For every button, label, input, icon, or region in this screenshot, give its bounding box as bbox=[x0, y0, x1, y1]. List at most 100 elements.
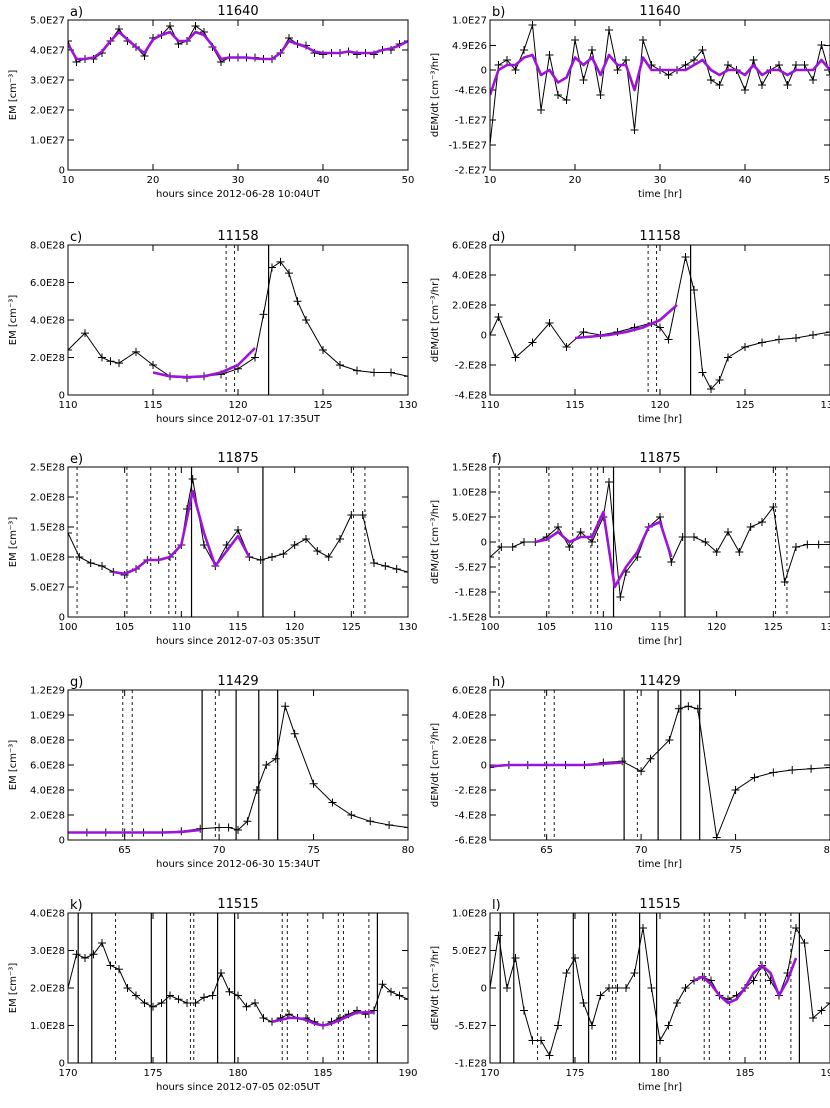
series-group bbox=[68, 475, 408, 579]
chart-title: 11875 bbox=[639, 451, 680, 466]
data-point bbox=[667, 558, 676, 566]
data-point bbox=[494, 61, 503, 69]
data-point bbox=[803, 540, 812, 549]
data-point bbox=[554, 1021, 562, 1030]
panel-label: h) bbox=[492, 675, 505, 690]
data-point bbox=[605, 984, 613, 992]
data-point bbox=[259, 1014, 268, 1022]
x-tick-label: 130 bbox=[820, 622, 830, 633]
data-point bbox=[630, 126, 639, 134]
x-axis-label: hours since 2012-07-01 17:35UT bbox=[156, 414, 321, 425]
data-point bbox=[817, 41, 826, 49]
plot-frame bbox=[67, 244, 409, 396]
data-point bbox=[404, 823, 408, 832]
y-tick-label: -1.5E28 bbox=[448, 613, 487, 624]
data-point bbox=[701, 538, 710, 546]
data-point bbox=[545, 319, 554, 327]
panel-label: d) bbox=[492, 230, 505, 245]
data-point bbox=[166, 991, 174, 1000]
data-point bbox=[290, 541, 299, 549]
data-point bbox=[528, 338, 537, 347]
data-point bbox=[673, 999, 681, 1007]
x-tick-label: 40 bbox=[317, 175, 330, 186]
data-point bbox=[800, 61, 809, 69]
y-tick-label: 1.5E28 bbox=[30, 523, 65, 534]
x-tick-label: 50 bbox=[402, 175, 415, 186]
data-point bbox=[715, 81, 724, 89]
data-point bbox=[537, 106, 545, 114]
fit-curve bbox=[490, 53, 830, 96]
data-point bbox=[511, 66, 520, 74]
x-tick-label: 125 bbox=[735, 400, 754, 411]
data-point bbox=[395, 991, 404, 1000]
data-point bbox=[503, 984, 511, 992]
data-point bbox=[243, 817, 252, 826]
y-axis-label: dEM/dt [cm⁻³/hr] bbox=[430, 500, 441, 584]
y-tick-label: 2.0E28 bbox=[452, 301, 487, 312]
y-tick-label: 0 bbox=[481, 538, 487, 549]
x-tick-label: 50 bbox=[824, 175, 830, 186]
data-point bbox=[746, 523, 755, 531]
x-tick-label: 180 bbox=[650, 1068, 669, 1079]
x-tick-label: 70 bbox=[213, 845, 226, 856]
data-point bbox=[115, 965, 123, 974]
y-tick-label: -4.E26 bbox=[455, 86, 487, 97]
panel-label: f) bbox=[492, 452, 502, 467]
x-tick-label: 65 bbox=[540, 845, 553, 856]
data-point bbox=[826, 328, 830, 336]
data-point bbox=[353, 366, 361, 375]
y-tick-label: 1.0E27 bbox=[30, 136, 65, 147]
data-point bbox=[302, 316, 310, 324]
chart-title: 11515 bbox=[217, 897, 258, 912]
data-point bbox=[579, 76, 588, 84]
data-point bbox=[741, 343, 749, 351]
data-point bbox=[664, 335, 673, 344]
data-point bbox=[276, 257, 285, 266]
data-point bbox=[208, 991, 217, 1000]
y-tick-label: -5.E27 bbox=[455, 563, 487, 574]
y-tick-label: 6.0E28 bbox=[30, 278, 65, 289]
y-axis-label: EM [cm⁻³] bbox=[8, 963, 19, 1014]
x-tick-label: 175 bbox=[143, 1068, 162, 1079]
panel-k: 170 175 180 185 190 0 1.0E28 2.0E28 3.0E28 4.0E28… bbox=[8, 897, 418, 1093]
panel-h: 65 70 75 80 -6.E28 -4.E28 -2.E28 0 2.0E28 4.0E28 6… bbox=[430, 674, 830, 870]
data-point bbox=[358, 511, 367, 519]
data-point bbox=[290, 729, 299, 738]
data-point bbox=[684, 702, 693, 711]
series-group bbox=[490, 478, 830, 601]
x-tick-label: 10 bbox=[484, 175, 497, 186]
x-axis-label: hours since 2012-06-28 10:04UT bbox=[156, 189, 321, 200]
data-point bbox=[494, 313, 503, 321]
data-point bbox=[404, 568, 408, 576]
y-tick-label: 6.0E28 bbox=[452, 686, 487, 697]
data-point bbox=[68, 984, 72, 992]
data-point bbox=[494, 931, 503, 940]
panel-l: 170 175 180 185 190 -1.E28 -5.E27 0 5.0E27 1.0E28… bbox=[430, 897, 830, 1093]
data-point bbox=[370, 368, 378, 377]
x-tick-label: 20 bbox=[147, 175, 160, 186]
data-point bbox=[132, 991, 140, 1000]
data-point bbox=[268, 263, 276, 272]
y-tick-label: 2.0E27 bbox=[30, 106, 65, 117]
x-tick-label: 80 bbox=[824, 845, 830, 856]
data-point bbox=[576, 528, 585, 536]
data-point bbox=[347, 811, 356, 819]
y-tick-label: 0 bbox=[481, 984, 487, 995]
series-group bbox=[490, 253, 830, 393]
y-axis-label: dEM/dt [cm⁻³/hr] bbox=[430, 278, 441, 362]
y-tick-label: 2.0E28 bbox=[30, 493, 65, 504]
data-point bbox=[565, 543, 574, 551]
y-tick-label: -1.E28 bbox=[455, 1059, 487, 1070]
data-line bbox=[490, 24, 830, 146]
fit-curve bbox=[271, 1011, 374, 1027]
y-tick-label: 2.5E28 bbox=[30, 463, 65, 474]
data-point bbox=[622, 56, 630, 64]
data-point bbox=[646, 754, 655, 763]
data-line bbox=[490, 481, 830, 598]
y-tick-label: -4.E28 bbox=[455, 811, 487, 822]
data-point bbox=[392, 565, 401, 573]
data-point bbox=[511, 353, 520, 362]
data-point bbox=[814, 540, 823, 549]
y-tick-label: 1.2E29 bbox=[30, 686, 65, 697]
data-point bbox=[681, 984, 690, 992]
